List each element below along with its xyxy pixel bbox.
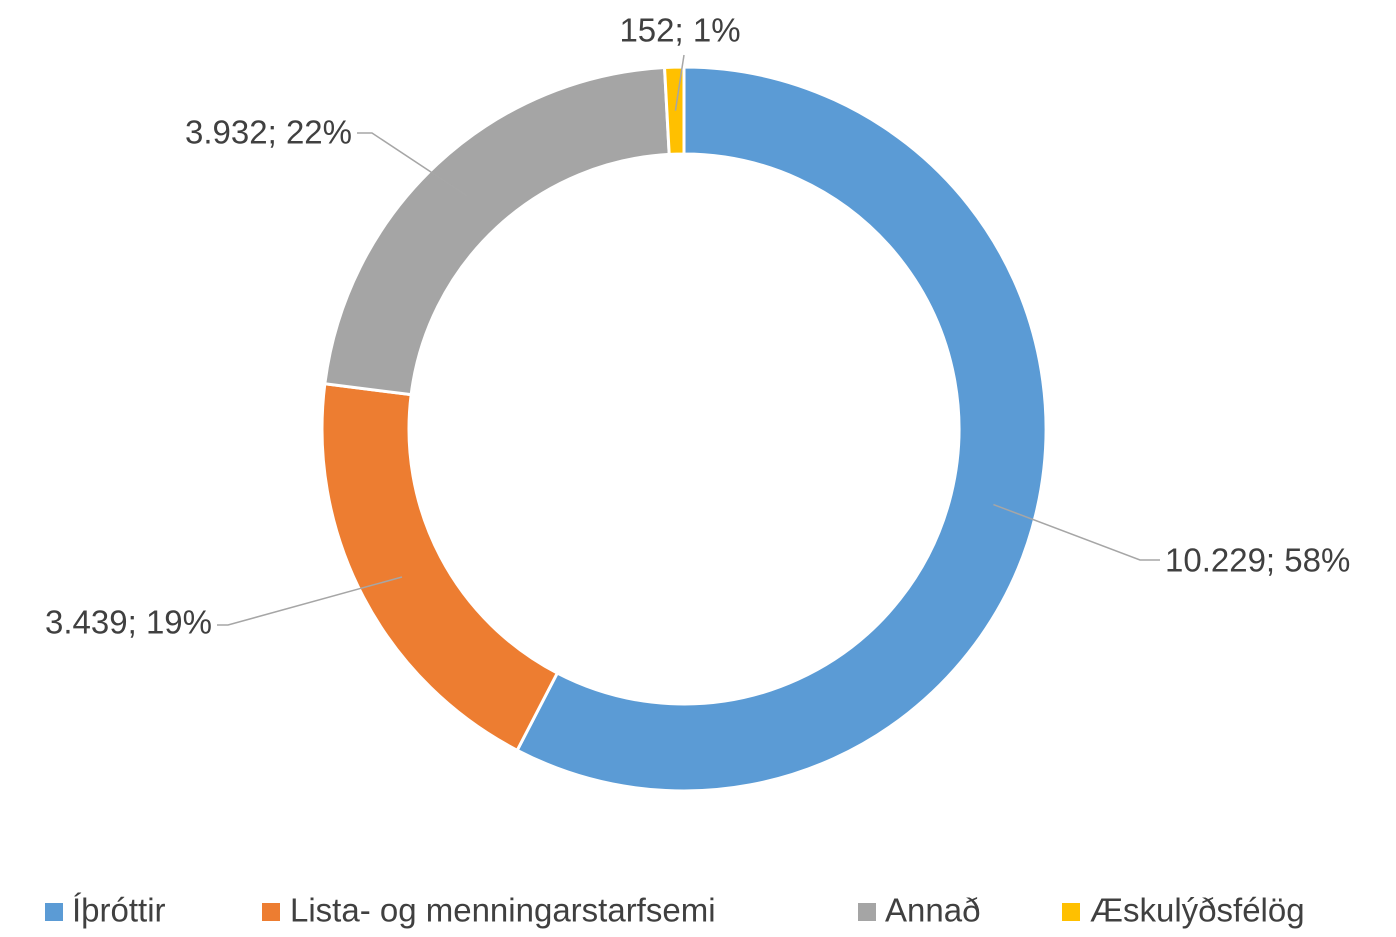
data-label: 152; 1% — [619, 12, 740, 49]
donut-slice — [320, 382, 560, 753]
data-label: 3.932; 22% — [185, 114, 352, 151]
donut-slice — [323, 65, 671, 397]
legend-label: Æskulýðsfélög — [1090, 892, 1305, 929]
donut-slice — [662, 65, 686, 156]
legend-swatch — [45, 903, 63, 921]
data-label: 3.439; 19% — [45, 604, 212, 641]
legend-label: Annað — [885, 892, 980, 929]
donut-slice — [515, 65, 1048, 793]
leader-line — [674, 54, 685, 111]
legend-label: Íþróttir — [72, 892, 166, 929]
data-label: 10.229; 58% — [1165, 542, 1350, 579]
legend-swatch — [858, 903, 876, 921]
leader-line — [993, 503, 1160, 561]
legend-swatch — [262, 903, 280, 921]
leader-line — [357, 132, 468, 197]
legend-swatch — [1062, 903, 1080, 921]
leader-line — [217, 576, 403, 626]
legend-label: Lista- og menningarstarfsemi — [290, 892, 716, 929]
